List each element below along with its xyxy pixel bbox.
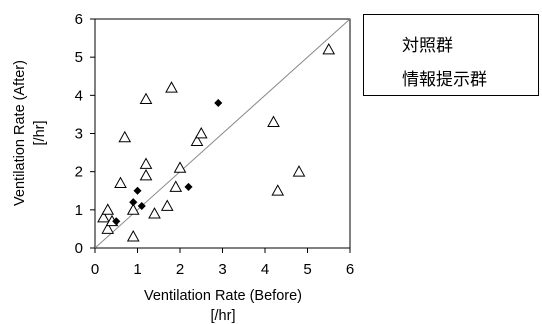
y-tick-label: 2 xyxy=(75,164,83,181)
y-tick-label: 6 xyxy=(75,11,83,28)
point-control-group xyxy=(190,134,204,147)
x-tick-label: 4 xyxy=(261,261,269,278)
point-control-group xyxy=(271,184,285,196)
data-points xyxy=(97,43,336,242)
point-control-group xyxy=(148,207,161,219)
point-control-group xyxy=(173,161,187,173)
point-control-group xyxy=(97,210,110,223)
point-control-group xyxy=(139,168,153,181)
point-info-group xyxy=(214,98,223,108)
point-control-group xyxy=(101,203,115,215)
point-info-group xyxy=(184,182,193,192)
point-control-group xyxy=(292,165,306,177)
point-control-group xyxy=(160,199,174,211)
point-control-group xyxy=(126,230,140,242)
legend: 対照群 情報提示群 xyxy=(363,14,539,96)
point-info-group xyxy=(112,217,121,226)
point-control-group xyxy=(101,222,115,234)
point-control-group xyxy=(322,43,336,55)
y-tick-label: 1 xyxy=(75,202,83,219)
point-info-group xyxy=(137,201,146,211)
x-tick-label: 2 xyxy=(176,261,184,278)
point-control-group xyxy=(267,115,280,127)
point-control-group xyxy=(165,81,178,93)
point-info-group xyxy=(133,186,142,195)
point-control-group xyxy=(139,157,153,169)
x-tick-label: 5 xyxy=(303,261,311,278)
legend-item-info-group: 情報提示群 xyxy=(402,70,487,90)
y-tick-label: 0 xyxy=(75,240,83,257)
point-control-group xyxy=(169,180,183,192)
x-tick-label: 1 xyxy=(133,261,141,278)
x-tick-label: 3 xyxy=(218,261,226,278)
y-axis-title-line-1: Ventilation Rate (After) xyxy=(12,60,28,206)
point-control-group xyxy=(194,126,208,139)
point-info-group xyxy=(129,198,138,207)
x-tick-label: 6 xyxy=(346,261,354,278)
axis-ticks: 0 1 2 3 4 5 6 0 1 2 3 4 5 6 xyxy=(75,11,355,278)
y-axis-title-line-2: [/hr] xyxy=(32,121,48,146)
x-axis-title-line-2: [/hr] xyxy=(211,308,236,324)
reference-line-y-equals-x xyxy=(94,18,351,249)
point-control-group xyxy=(126,203,140,215)
y-tick-label: 3 xyxy=(75,126,83,143)
y-tick-label: 4 xyxy=(75,87,83,104)
x-axis-title-line-1: Ventilation Rate (Before) xyxy=(144,288,302,304)
x-tick-label: 0 xyxy=(91,261,99,278)
legend-item-control-group: 対照群 xyxy=(402,36,453,56)
y-tick-label: 5 xyxy=(75,49,83,66)
point-control-group xyxy=(139,92,153,105)
point-control-group xyxy=(118,130,132,143)
point-control-group xyxy=(114,176,127,189)
